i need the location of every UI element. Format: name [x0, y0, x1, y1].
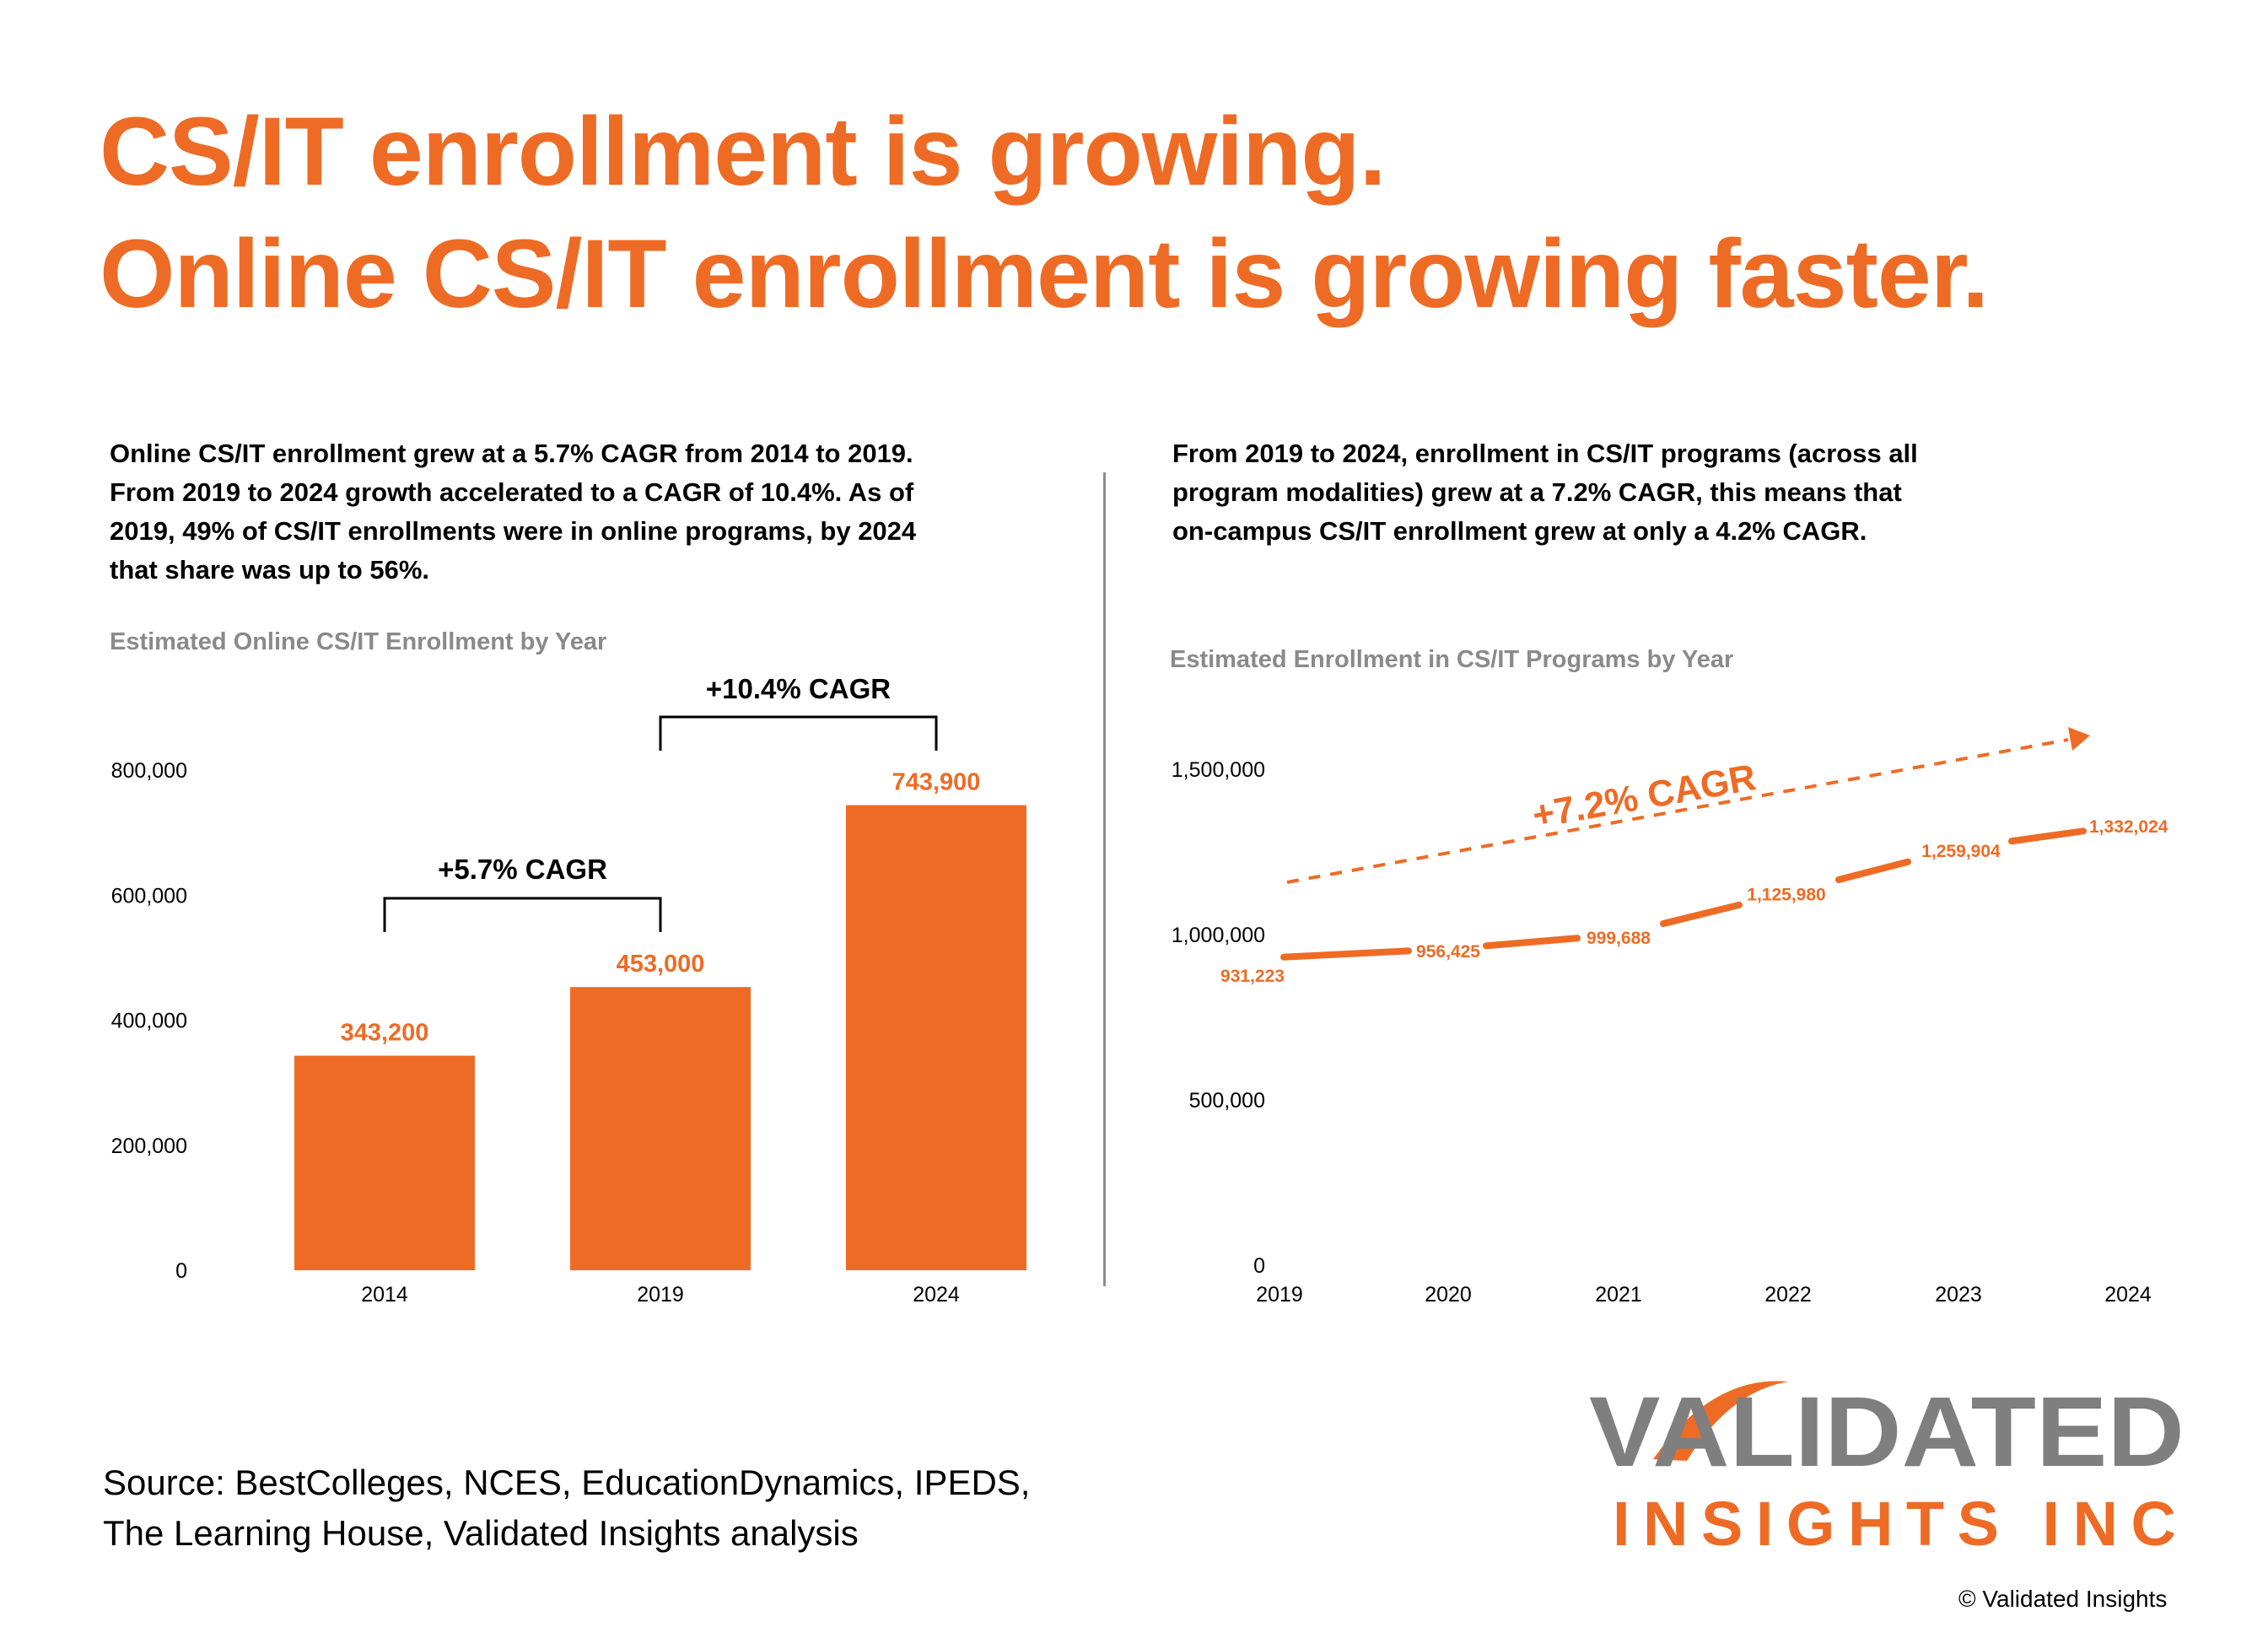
column-divider	[1103, 472, 1106, 1286]
bar-2019	[570, 987, 751, 1270]
right-paragraph: From 2019 to 2024, enrollment in CS/IT p…	[1172, 434, 1918, 551]
left-paragraph-line: that share was up to 56%.	[110, 555, 429, 585]
x-tick-label: 2024	[2104, 1283, 2152, 1307]
cagr-annotation: +10.4% CAGR	[706, 673, 891, 704]
y-tick-label: 1,500,000	[1172, 758, 1265, 782]
cagr-annotation: +5.7% CAGR	[438, 854, 607, 885]
y-tick-label: 600,000	[111, 884, 187, 908]
headline-line-2: Online CS/IT enrollment is growing faste…	[100, 220, 1989, 328]
line-chart: 0 500,000 1,000,000 1,500,000 2019 2020 2021 20…	[1172, 727, 2168, 1307]
data-point-label: 931,223	[1220, 967, 1285, 986]
bar-2024	[846, 805, 1026, 1270]
series-line-segment	[1660, 901, 1743, 928]
x-tick-label: 2024	[913, 1283, 960, 1307]
bar-2014	[294, 1055, 475, 1270]
cagr-trend-arrow	[1286, 738, 2069, 884]
series-line-segment	[1280, 947, 1412, 961]
left-paragraph-line: 2019, 49% of CS/IT enrollments were in o…	[110, 516, 917, 546]
bar-value-label: 743,900	[892, 769, 981, 796]
cagr-bracket	[383, 897, 662, 932]
x-tick-label: 2014	[361, 1283, 408, 1307]
y-tick-label: 400,000	[111, 1010, 187, 1033]
cagr-annotation: +7.2% CAGR	[1529, 757, 1759, 837]
bar-chart: 0 200,000 400,000 600,000 800,000 343,200 2014…	[111, 673, 1026, 1307]
logo-word-validated: VALIDATED	[1589, 1377, 2184, 1488]
trend-arrow-head	[2068, 727, 2090, 751]
right-paragraph-line: program modalities) grew at a 7.2% CAGR,…	[1172, 477, 1902, 507]
bar-chart-title: Estimated Online CS/IT Enrollment by Yea…	[110, 628, 607, 655]
bar-value-label: 453,000	[617, 951, 705, 978]
headline: CS/IT enrollment is growing. Online CS/I…	[100, 91, 1989, 336]
y-tick-label: 0	[1253, 1254, 1265, 1278]
data-point-label: 1,259,904	[1921, 842, 2001, 861]
data-point-label: 1,332,024	[2089, 817, 2168, 837]
left-paragraph-line: From 2019 to 2024 growth accelerated to …	[110, 477, 914, 507]
logo-swoosh	[1653, 1381, 1788, 1461]
line-chart-title: Estimated Enrollment in CS/IT Programs b…	[1170, 646, 1734, 673]
y-tick-label: 200,000	[111, 1134, 187, 1158]
data-point-label: 956,425	[1416, 942, 1480, 962]
x-tick-label: 2021	[1595, 1283, 1642, 1307]
data-point-label: 999,688	[1587, 929, 1651, 948]
x-tick-label: 2023	[1935, 1283, 1982, 1307]
right-paragraph-line: on-campus CS/IT enrollment grew at only …	[1172, 516, 1867, 546]
y-tick-label: 800,000	[111, 759, 187, 783]
data-point-label: 1,125,980	[1747, 886, 1825, 905]
y-tick-label: 500,000	[1189, 1089, 1265, 1113]
source-line: The Learning House, Validated Insights a…	[103, 1513, 859, 1553]
cagr-bracket	[659, 715, 938, 751]
x-tick-label: 2019	[637, 1283, 684, 1307]
y-tick-label: 0	[175, 1259, 187, 1283]
logo-word-insights-inc: INSIGHTS INC	[1613, 1489, 2176, 1559]
x-tick-label: 2022	[1764, 1283, 1812, 1307]
headline-line-1: CS/IT enrollment is growing.	[100, 98, 1387, 206]
series-line-segment	[1835, 858, 1911, 884]
copyright: © Validated Insights	[1958, 1586, 2168, 1612]
series-line-segment	[2008, 827, 2087, 845]
left-paragraph-line: Online CS/IT enrollment grew at a 5.7% C…	[110, 439, 913, 468]
bar-value-label: 343,200	[341, 1020, 429, 1047]
series-line-segment	[1483, 935, 1581, 950]
source-line: Source: BestColleges, NCES, EducationDyn…	[103, 1463, 1031, 1502]
x-tick-label: 2019	[1256, 1283, 1303, 1307]
left-paragraph: Online CS/IT enrollment grew at a 5.7% C…	[110, 434, 916, 590]
right-paragraph-line: From 2019 to 2024, enrollment in CS/IT p…	[1172, 439, 1918, 468]
x-tick-label: 2020	[1425, 1283, 1472, 1307]
y-tick-label: 1,000,000	[1172, 924, 1265, 947]
source-note: Source: BestColleges, NCES, EducationDyn…	[103, 1457, 1030, 1559]
validated-insights-logo: VALIDATED INSIGHTS INC	[1589, 1377, 2184, 1559]
